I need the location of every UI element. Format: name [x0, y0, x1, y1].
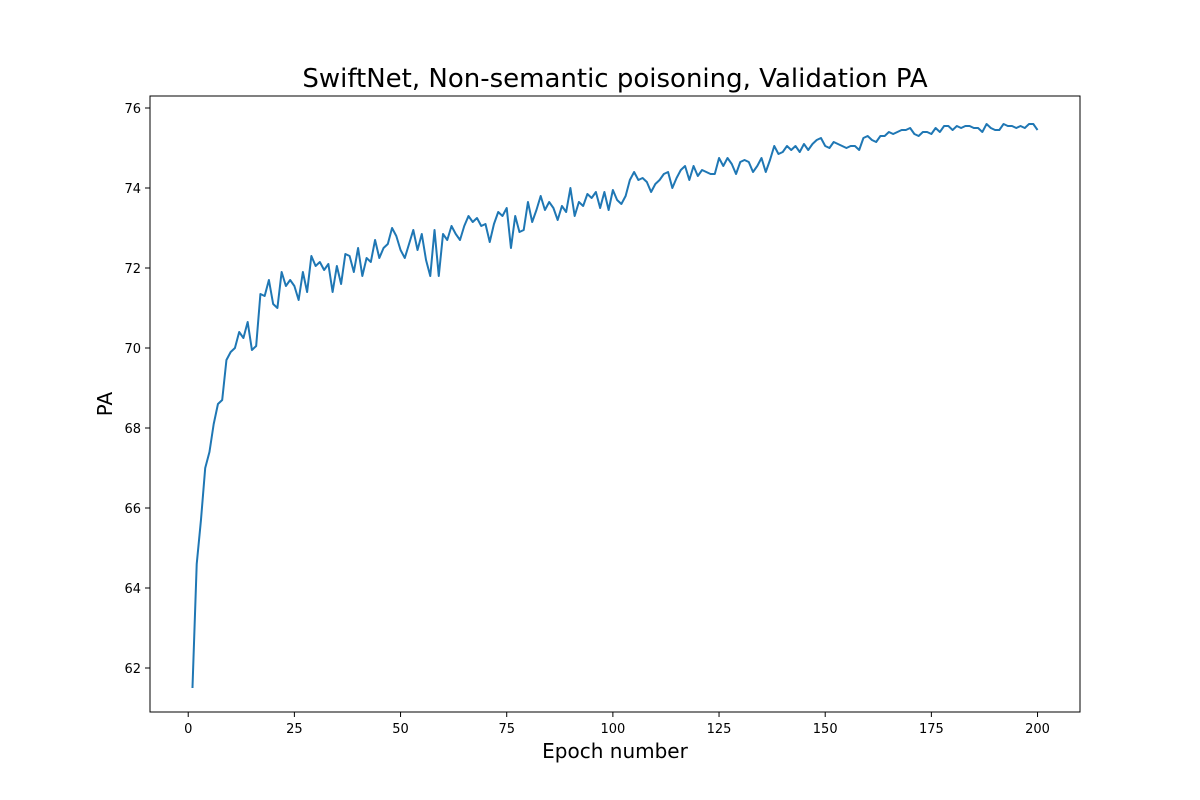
x-tick-label: 75 [498, 722, 515, 737]
x-axis-label: Epoch number [542, 739, 688, 763]
series-line [191, 123, 1039, 689]
y-tick-label: 64 [124, 582, 141, 597]
y-tick-label: 72 [124, 262, 141, 277]
x-tick-label: 175 [919, 722, 944, 737]
x-tick-label: 100 [600, 722, 625, 737]
x-tick-label: 50 [392, 722, 409, 737]
x-tick-label: 0 [184, 722, 192, 737]
x-tick-label: 200 [1025, 722, 1050, 737]
plot-area: 0 25 50 75 100 125 150 175 200 62 64 66 68 70 72 74 76 [124, 95, 1081, 737]
y-axis: 62 64 66 68 70 72 74 76 [124, 102, 150, 677]
x-tick-label: 150 [813, 722, 838, 737]
x-axis: 0 25 50 75 100 125 150 175 200 [184, 712, 1050, 737]
y-tick-label: 76 [124, 102, 141, 117]
x-tick-label: 25 [286, 722, 303, 737]
y-tick-label: 70 [124, 342, 141, 357]
y-axis-label: PA [93, 391, 117, 416]
y-tick-label: 66 [124, 502, 141, 517]
y-tick-label: 62 [124, 662, 141, 677]
chart-title: SwiftNet, Non-semantic poisoning, Valida… [302, 64, 927, 94]
plot-frame [149, 95, 1081, 713]
x-tick-label: 125 [707, 722, 732, 737]
y-tick-label: 74 [124, 182, 141, 197]
y-tick-label: 68 [124, 422, 141, 437]
